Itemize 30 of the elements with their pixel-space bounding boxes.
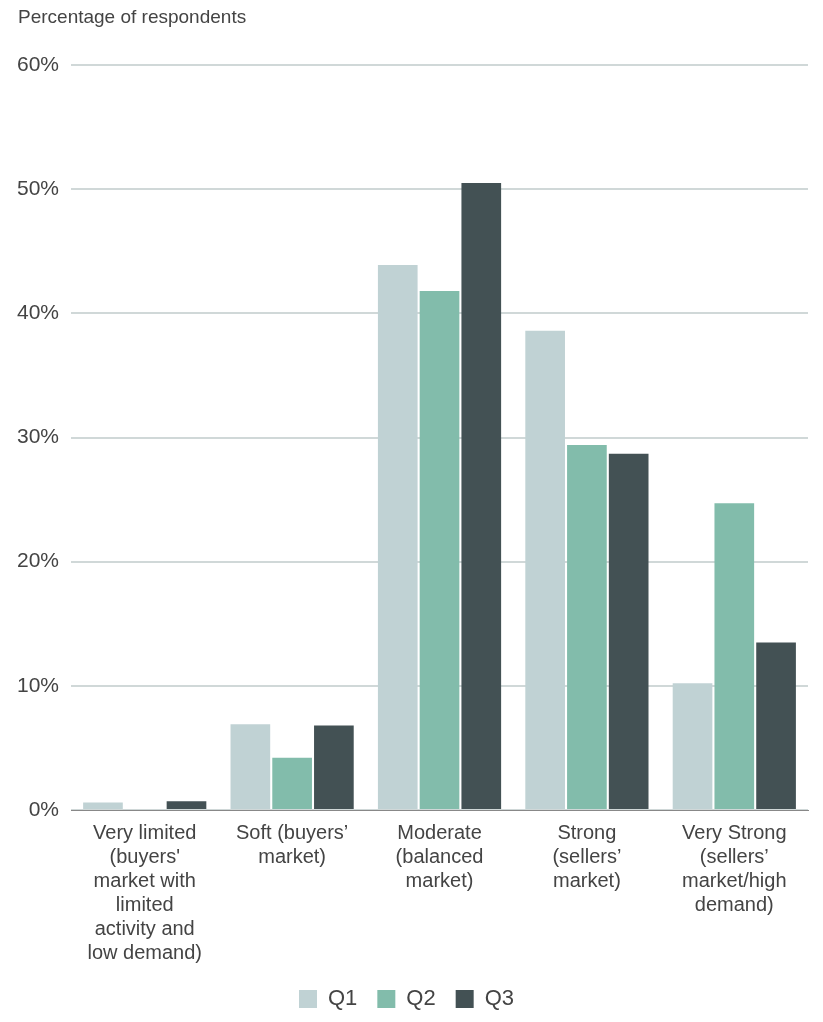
y-tick-label: 50% [17,175,60,199]
bar [272,757,312,809]
y-tick-label: 10% [17,672,60,696]
legend-label: Q2 [406,985,436,1011]
bar [419,290,460,809]
bar [314,725,354,809]
x-tick-label: Very limited (buyers' market with limited activity and low demand) [87,820,202,963]
x-tick-label: Strong (sellers’ market) [552,820,622,891]
bar [756,642,796,809]
y-tick-label: 20% [17,548,60,572]
x-tick-label: Very Strong (sellers’ market/high demand) [682,820,787,915]
y-tick-label: 40% [17,300,60,324]
y-tick-label: 0% [28,796,60,820]
x-tick-label: Soft (buyers’ market) [235,820,349,867]
bar [567,444,607,809]
x-tick-label: Moderate (balanced market) [395,820,484,891]
legend-label: Q1 [327,985,358,1011]
bar [166,801,207,809]
legend-label: Q3 [484,985,515,1011]
bar [83,802,123,809]
y-tick-label: 60% [17,51,60,75]
bar [608,453,649,809]
bar [714,503,755,809]
bar [461,182,502,809]
y-tick-label: 30% [17,424,60,448]
bar [672,683,713,809]
bar [377,264,418,809]
y-axis-title: Percentage of respondents [18,6,247,28]
bar [525,330,565,809]
bar [230,724,271,809]
